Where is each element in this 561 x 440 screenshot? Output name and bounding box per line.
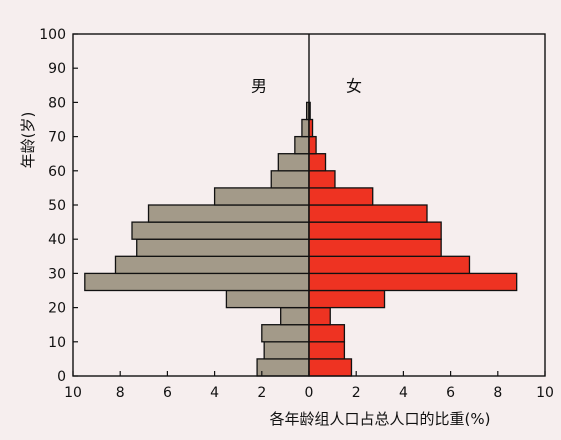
bar-female-20-24 <box>308 289 386 309</box>
y-tick-label: 10 <box>48 335 66 351</box>
x-tick-label: 10 <box>64 385 82 401</box>
bar-male-45-49 <box>147 204 310 223</box>
legend-male-label: 男 <box>251 76 267 95</box>
y-tick-label: 60 <box>48 164 66 180</box>
x-tick-label: 8 <box>493 385 502 401</box>
bar-male-60-64 <box>277 153 310 172</box>
bar-female-10-14 <box>308 324 346 343</box>
bar-male-35-39 <box>136 238 310 257</box>
bar-female-30-34 <box>308 255 471 275</box>
bar-male-70-74 <box>301 118 310 138</box>
y-axis-title: 年龄(岁) <box>19 112 37 169</box>
bar-female-65-69 <box>308 135 317 155</box>
y-tick-label: 40 <box>48 232 66 248</box>
bar-female-45-49 <box>308 204 428 223</box>
x-tick-label: 10 <box>536 385 554 401</box>
y-axis-ticks: 0 10 20 30 40 50 60 70 80 90 100 <box>39 27 78 385</box>
bar-male-5-9 <box>263 341 310 360</box>
x-tick-label: 6 <box>163 385 172 401</box>
bar-male-10-14 <box>261 324 310 343</box>
bar-female-35-39 <box>308 238 442 257</box>
x-tick-label: 8 <box>116 385 125 401</box>
x-tick-label: 2 <box>352 385 361 401</box>
bar-male-65-69 <box>294 135 310 155</box>
y-tick-label: 100 <box>39 27 66 43</box>
bar-female-15-19 <box>308 306 331 326</box>
bar-male-20-24 <box>225 289 310 309</box>
x-tick-label: 0 <box>305 385 314 401</box>
y-tick-label: 0 <box>57 369 66 385</box>
y-tick-label: 80 <box>48 95 66 111</box>
bar-male-40-44 <box>131 221 310 240</box>
bar-female-50-54 <box>308 187 374 206</box>
y-tick-label: 30 <box>48 266 66 282</box>
bar-female-40-44 <box>308 221 442 240</box>
x-tick-label: 4 <box>399 385 408 401</box>
bar-female-0-4 <box>308 358 353 377</box>
bar-female-5-9 <box>308 341 346 360</box>
y-tick-label: 90 <box>48 61 66 77</box>
bar-male-25-29 <box>84 272 310 292</box>
bar-female-25-29 <box>308 272 518 292</box>
bar-male-30-34 <box>114 255 310 275</box>
x-axis-title: 各年龄组人口占总人口的比重(%) <box>270 410 491 428</box>
bar-male-15-19 <box>280 306 310 326</box>
y-tick-label: 70 <box>48 130 66 146</box>
x-axis-ticks: 10 8 6 4 2 0 2 4 6 8 10 <box>64 371 554 401</box>
x-tick-label: 4 <box>210 385 219 401</box>
legend-female-label: 女 <box>346 76 362 95</box>
y-tick-label: 20 <box>48 301 66 317</box>
bar-male-50-54 <box>213 187 310 206</box>
x-tick-label: 6 <box>446 385 455 401</box>
bar-male-0-4 <box>256 358 310 377</box>
x-tick-label: 2 <box>257 385 266 401</box>
bar-female-60-64 <box>308 153 327 172</box>
bar-female-55-59 <box>308 170 336 189</box>
y-tick-label: 50 <box>48 198 66 214</box>
bar-male-55-59 <box>270 170 310 189</box>
